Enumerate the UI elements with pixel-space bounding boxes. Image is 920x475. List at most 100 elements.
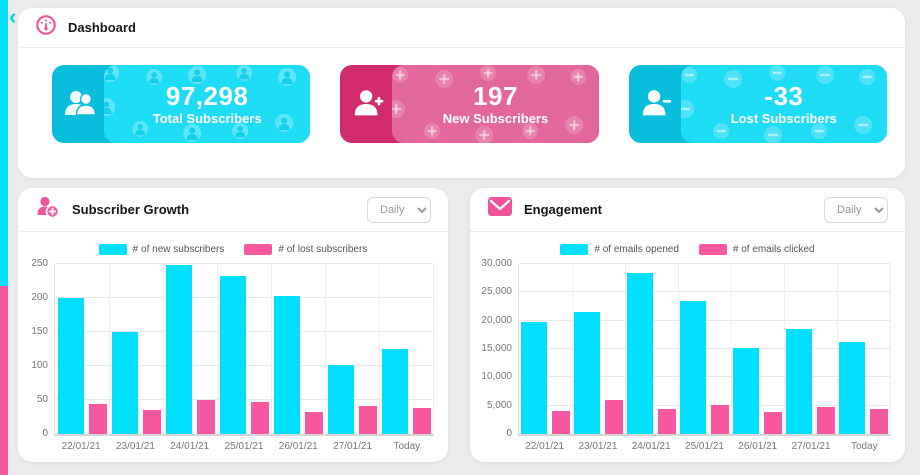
minus-pattern <box>680 65 887 143</box>
gridline-horizontal <box>519 291 890 293</box>
bar-group <box>784 264 837 434</box>
legend-swatch <box>560 243 589 255</box>
bar-group <box>678 264 731 434</box>
gridline-vertical <box>731 264 732 434</box>
users-icon <box>52 65 109 143</box>
legend-label: # of new subscribers <box>132 243 225 255</box>
bar-primary <box>111 332 138 434</box>
y-axis-tick-label: 100 <box>31 360 48 371</box>
bar-secondary <box>552 410 570 434</box>
gridline-vertical <box>837 264 838 434</box>
gridline-vertical <box>109 264 110 434</box>
new-subscribers-value: 197 <box>473 81 518 111</box>
bar-group <box>217 264 271 434</box>
x-axis-tick-label: Today <box>393 441 421 452</box>
gridline-vertical <box>163 264 164 434</box>
stat-cards-row: 97,298 Total Subscribers <box>18 48 905 143</box>
x-axis-labels: 22/01/21 23/01/21 24/01/21 25/01/21 26/01/21… <box>518 441 891 452</box>
legend-item: # of new subscribers <box>98 243 225 255</box>
bar-secondary <box>358 406 377 434</box>
user-minus-icon <box>629 65 686 143</box>
plot-area: 0 5,000 10,000 15,000 20,000 25,000 30,000 22/0… <box>481 258 891 452</box>
x-axis-tick-label: 25/01/21 <box>685 441 724 452</box>
panel-subscriber-growth: Subscriber Growth Daily # of new subscri… <box>18 188 448 462</box>
gridline-vertical <box>572 264 573 434</box>
legend-label: # of emails clicked <box>732 243 815 255</box>
x-axis-tick-label: 24/01/21 <box>170 441 210 452</box>
stat-card-lost-subscribers: -33 Lost Subscribers <box>628 65 887 143</box>
gridline-vertical <box>217 264 218 434</box>
user-plus-badge-icon <box>35 194 61 225</box>
growth-interval-select[interactable]: Daily <box>367 196 431 223</box>
subscriber-growth-chart: # of new subscribers # of lost subscriber… <box>18 242 448 452</box>
lost-subscribers-value: -33 <box>764 81 804 111</box>
y-axis-tick-label: 5,000 <box>486 399 512 411</box>
legend-item: # of emails opened <box>560 243 679 255</box>
x-axis-tick-label: 26/01/21 <box>738 441 778 452</box>
legend-item: # of lost subscribers <box>244 243 368 255</box>
bar-primary <box>219 276 246 434</box>
bar-primary <box>680 301 706 434</box>
edge-accent-strip <box>0 0 8 475</box>
bar-group <box>731 264 784 434</box>
x-axis-tick-label: 25/01/21 <box>224 441 264 452</box>
gridline-vertical <box>379 264 380 434</box>
bar-secondary <box>764 412 782 434</box>
y-axis-tick-label: 25,000 <box>481 286 512 298</box>
person-pattern <box>104 65 311 142</box>
bar-secondary <box>605 400 623 434</box>
stat-card-total-subscribers: 97,298 Total Subscribers <box>52 65 311 143</box>
bar-primary <box>165 265 192 434</box>
y-axis-tick-label: 250 <box>31 258 48 269</box>
y-axis-tick-label: 30,000 <box>481 258 512 269</box>
bar-secondary <box>711 404 729 434</box>
y-axis-tick-label: 20,000 <box>481 314 512 326</box>
panel-engagement: Engagement Daily # of emails opened # of … <box>470 188 905 462</box>
y-axis-tick-label: 0 <box>42 428 48 439</box>
bar-group <box>109 264 163 434</box>
stat-card-body: -33 Lost Subscribers <box>680 65 887 143</box>
bar-group <box>379 264 433 434</box>
dashboard-panel: Dashboard <box>18 8 905 178</box>
bar-primary <box>574 312 600 434</box>
bar-group <box>163 264 217 434</box>
bar-secondary <box>870 408 888 434</box>
x-axis-tick-label: 23/01/21 <box>578 441 618 452</box>
bar-secondary <box>817 406 835 434</box>
stat-card-new-subscribers: 197 New Subscribers <box>340 65 599 143</box>
x-axis-tick-label: Today <box>850 441 878 452</box>
new-subscribers-label: New Subscribers <box>442 111 549 126</box>
bar-secondary <box>250 402 269 434</box>
legend-label: # of emails opened <box>594 243 679 255</box>
engagement-chart: # of emails opened # of emails clicked 0 5,… <box>470 242 905 452</box>
bar-group <box>271 264 325 434</box>
sidebar-collapse-icon[interactable]: ‹ <box>9 4 17 29</box>
y-axis-tick-label: 150 <box>31 326 48 337</box>
legend-label: # of lost subscribers <box>278 243 368 255</box>
bar-group <box>55 264 109 434</box>
plot-grid: 0 50 100 150 200 250 <box>31 258 434 439</box>
engagement-interval-select[interactable]: Daily <box>824 196 888 223</box>
subscriber-growth-title: Subscriber Growth <box>72 202 190 217</box>
bar-primary <box>839 341 865 434</box>
gauge-icon <box>35 14 57 41</box>
x-axis-tick-label: 22/01/21 <box>525 441 565 452</box>
legend-swatch <box>698 243 727 255</box>
y-axis-tick-label: 10,000 <box>481 371 512 383</box>
gridline-horizontal <box>55 263 433 264</box>
envelope-icon <box>487 196 513 223</box>
stat-card-body: 97,298 Total Subscribers <box>104 65 311 143</box>
x-axis-tick-label: 27/01/21 <box>333 441 373 452</box>
x-axis-labels: 22/01/21 23/01/21 24/01/21 25/01/21 26/01/21… <box>54 441 434 452</box>
bar-secondary <box>88 404 107 434</box>
gridline-vertical <box>271 264 272 434</box>
total-subscribers-value: 97,298 <box>165 81 249 111</box>
x-axis-tick-label: 24/01/21 <box>631 441 671 452</box>
user-plus-icon <box>340 65 397 143</box>
edge-strip-cyan <box>0 0 8 286</box>
gridline-vertical <box>678 264 679 434</box>
lost-subscribers-label: Lost Subscribers <box>730 111 837 126</box>
chart-legend: # of new subscribers # of lost subscriber… <box>18 242 448 256</box>
y-axis-tick-label: 200 <box>31 292 48 303</box>
bar-group <box>837 264 890 434</box>
